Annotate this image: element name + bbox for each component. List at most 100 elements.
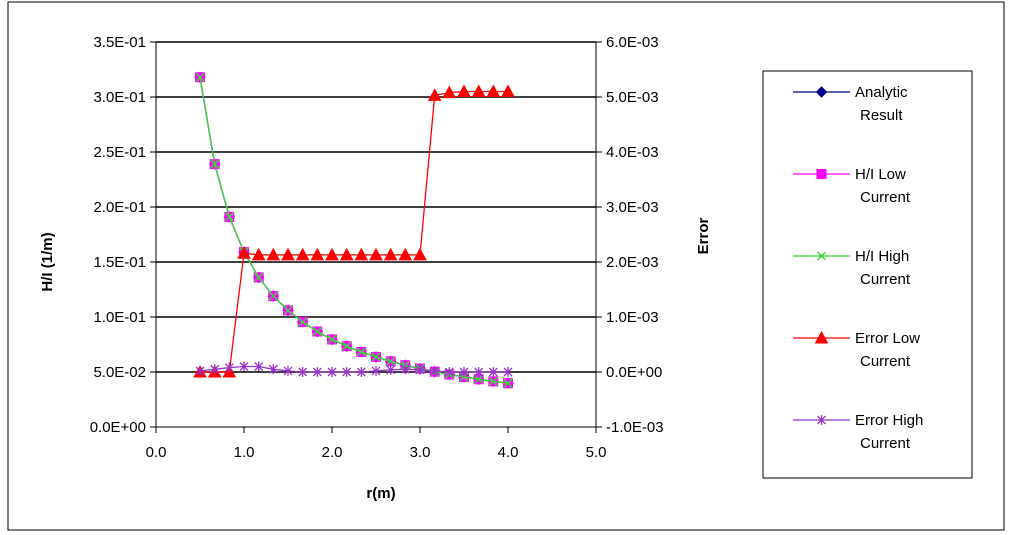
y2-tick-label: 4.0E-03: [606, 144, 659, 161]
series-line: [199, 77, 509, 384]
legend-label-line2: Current: [860, 435, 911, 452]
data-point: [457, 84, 471, 97]
data-point: [442, 85, 457, 99]
data-point: [398, 247, 413, 261]
data-point-stroke: [488, 376, 498, 386]
data-point-stroke: [195, 72, 205, 82]
data-point: [486, 84, 501, 97]
data-point: [266, 247, 281, 261]
legend-entry-h-i-low-current: H/I Low Current: [793, 166, 911, 206]
data-point: [283, 365, 293, 376]
legend-box: [762, 70, 973, 479]
legend-label-line2: Current: [860, 271, 911, 288]
data-point: [298, 367, 308, 377]
data-point: [295, 247, 310, 261]
data-point: [503, 378, 513, 388]
data-point: [327, 367, 337, 377]
data-point: [459, 367, 469, 377]
data-point: [356, 367, 366, 377]
legend-swatch-marker: [814, 330, 829, 344]
data-point-stroke: [210, 159, 220, 169]
data-point-stroke: [254, 272, 264, 282]
data-point: [371, 352, 381, 362]
data-point-stroke: [327, 334, 337, 344]
data-point-stroke: [342, 341, 352, 351]
y2-axis-title: Error: [695, 218, 712, 255]
data-point: [415, 364, 425, 375]
data-point-stroke: [356, 347, 366, 357]
x-tick-label: 5.0: [586, 444, 607, 461]
data-point: [268, 291, 278, 301]
data-point: [386, 356, 396, 366]
data-point: [488, 367, 498, 377]
y2-tick-label: 5.0E-03: [606, 89, 659, 106]
x-tick-label: 3.0: [410, 444, 431, 461]
legend-label-line1: Analytic: [855, 84, 908, 101]
y-axis-title: H/I (1/m): [39, 232, 56, 291]
x-tick-label: 4.0: [498, 444, 519, 461]
legend-entry-error-low-current: Error Low Current: [793, 330, 920, 370]
data-point: [339, 247, 354, 261]
data-point: [400, 364, 410, 375]
x-tick-label: 0.0: [146, 444, 167, 461]
data-point: [369, 247, 383, 261]
legend-label-line1: Error High: [855, 412, 923, 429]
legend-label-line1: Error Low: [855, 330, 920, 347]
data-point-stroke: [312, 327, 322, 337]
y-tick-label: 2.0E-01: [93, 199, 146, 216]
y-tick-label: 3.5E-01: [93, 34, 146, 51]
data-point: [195, 72, 205, 82]
axis-layer: 0.0E+00 5.0E-02 1.0E-01 1.5E-01 2.0E-01 2.5E-…: [90, 34, 664, 461]
data-point: [281, 247, 295, 261]
data-point-stroke: [386, 356, 396, 366]
legend-entry-analytic-result: Analytic Result: [793, 84, 908, 124]
data-point: [488, 376, 498, 386]
legend-swatch-marker: [816, 169, 827, 179]
data-point: [413, 247, 427, 261]
y-tick-label: 1.5E-01: [93, 254, 146, 271]
data-point: [354, 247, 369, 261]
x-tick-label: 2.0: [322, 444, 343, 461]
y-tick-label: 0.0E+00: [90, 419, 146, 436]
x-tick-label: 1.0: [234, 444, 255, 461]
y2-tick-label: 2.0E-03: [606, 254, 659, 271]
y-tick-label: 2.5E-01: [93, 144, 146, 161]
x-axis-title: r(m): [366, 485, 395, 502]
data-point: [224, 362, 234, 373]
data-point: [444, 367, 454, 377]
data-point: [268, 364, 278, 375]
data-point: [342, 367, 352, 377]
y2-tick-label: 0.0E+00: [606, 364, 662, 381]
data-point: [312, 367, 322, 377]
data-point: [474, 367, 484, 377]
data-point: [386, 364, 396, 375]
data-point: [239, 361, 249, 372]
data-point: [327, 334, 337, 344]
data-point-stroke: [503, 378, 513, 388]
data-point-stroke: [298, 317, 308, 327]
data-point: [325, 247, 339, 261]
data-point: [471, 84, 486, 97]
data-point: [195, 365, 205, 376]
data-point: [254, 361, 264, 372]
legend-label-line1: H/I Low: [855, 166, 906, 183]
data-point-stroke: [283, 305, 293, 315]
data-point: [342, 341, 352, 351]
legend: Analytic Result H/I Low Current H/I High Curr…: [793, 84, 923, 452]
data-point: [210, 364, 220, 375]
data-point: [371, 365, 381, 376]
y-tick-label: 3.0E-01: [93, 89, 146, 106]
data-point: [427, 88, 442, 101]
data-point-stroke: [224, 212, 234, 222]
legend-swatch-marker: [817, 251, 826, 261]
legend-label-line1: H/I High: [855, 248, 909, 265]
legend-label-line2: Result: [860, 107, 903, 124]
data-point-stroke: [268, 291, 278, 301]
legend-swatch-marker: [815, 86, 828, 98]
legend-label-line2: Current: [860, 189, 911, 206]
legend-swatch-marker: [817, 415, 826, 425]
data-point-stroke: [371, 352, 381, 362]
series-error-high-current: [195, 361, 513, 377]
series-layer: [193, 71, 515, 389]
